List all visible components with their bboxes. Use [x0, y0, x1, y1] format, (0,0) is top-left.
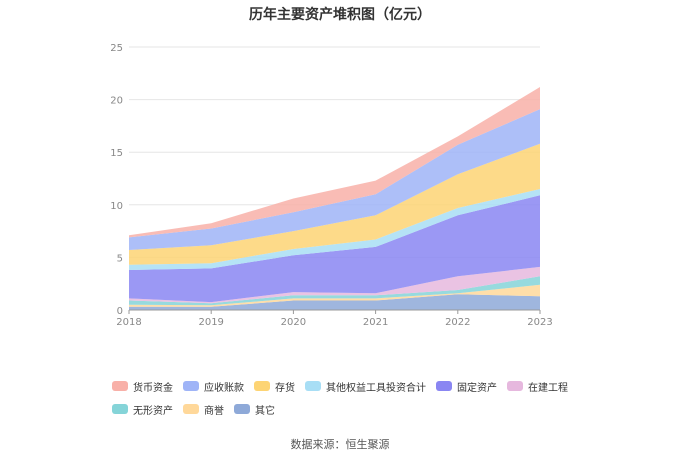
legend-item[interactable]: 其它 [234, 402, 275, 417]
x-tick-label: 2023 [527, 317, 552, 328]
data-source: 数据来源：恒生聚源 [290, 438, 390, 451]
axes: 0 5 10 15 20 25 2018 2019 2020 2021 2022 2023 [110, 43, 552, 328]
legend-swatch [507, 381, 523, 391]
legend-label: 商誉 [204, 405, 224, 417]
legend-item[interactable]: 固定资产 [436, 379, 497, 394]
stacked-area-chart: 0 5 10 15 20 25 2018 2019 2020 2021 2022 2023 [110, 43, 552, 328]
y-tick-label: 0 [117, 306, 123, 317]
y-tick-label: 20 [110, 96, 123, 107]
legend-swatch [234, 404, 250, 414]
y-tick-label: 10 [110, 201, 123, 212]
area-series-0 [129, 294, 540, 310]
legend-label: 在建工程 [528, 382, 568, 394]
legend-swatch [254, 381, 270, 391]
legend-label: 应收账款 [204, 382, 244, 394]
y-tick-label: 5 [117, 253, 123, 264]
legend-item[interactable]: 应收账款 [183, 379, 244, 394]
area-series-4 [129, 195, 540, 303]
legend: 货币资金 应收账款 存货 其他权益工具投资合计 固定资产 在建工程无形资产 商誉 其它 [112, 376, 592, 422]
legend-swatch [112, 381, 128, 391]
legend-label: 货币资金 [133, 382, 173, 394]
x-tick-label: 2022 [445, 317, 470, 328]
legend-label: 其它 [255, 405, 275, 417]
x-tick-label: 2020 [281, 317, 306, 328]
legend-item[interactable]: 商誉 [183, 402, 224, 417]
area-series [129, 87, 540, 310]
legend-item[interactable]: 无形资产 [112, 402, 173, 417]
legend-label: 固定资产 [457, 382, 497, 394]
legend-swatch [112, 404, 128, 414]
x-tick-label: 2021 [363, 317, 388, 328]
y-tick-label: 25 [110, 43, 123, 54]
legend-label: 其他权益工具投资合计 [326, 382, 426, 394]
legend-swatch [183, 381, 199, 391]
y-tick-label: 15 [110, 148, 123, 159]
chart-title: 历年主要资产堆积图（亿元） [249, 7, 431, 23]
area-series-6 [129, 143, 540, 265]
area-series-3 [129, 266, 540, 304]
legend-item[interactable]: 其他权益工具投资合计 [305, 379, 426, 394]
x-tick-label: 2019 [198, 317, 223, 328]
area-series-7 [129, 109, 540, 250]
legend-label: 无形资产 [133, 405, 173, 417]
legend-label: 存货 [275, 382, 295, 394]
legend-swatch [305, 381, 321, 391]
x-tick-label: 2018 [116, 317, 141, 328]
legend-swatch [436, 381, 452, 391]
legend-item[interactable]: 存货 [254, 379, 295, 394]
legend-item[interactable]: 货币资金 [112, 379, 173, 394]
area-series-2 [129, 276, 540, 306]
legend-swatch [183, 404, 199, 414]
legend-item[interactable]: 在建工程 [507, 379, 568, 394]
